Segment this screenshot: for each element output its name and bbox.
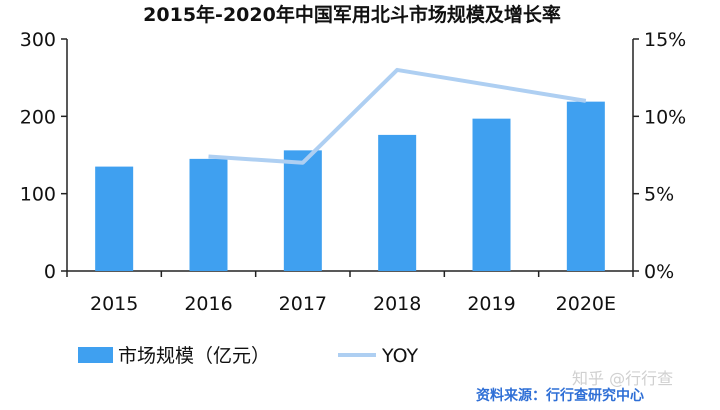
y2-tick-label: 5%	[644, 184, 674, 206]
x-tick-label: 2016	[184, 293, 232, 315]
x-tick-label: 2015	[90, 293, 138, 315]
chart-title: 2015年-2020年中国军用北斗市场规模及增长率	[143, 3, 561, 26]
legend-swatch-bar	[78, 347, 113, 363]
y2-tick-label: 0%	[644, 261, 674, 283]
y-tick-label: 200	[20, 106, 56, 128]
axes	[61, 38, 639, 277]
y-tick-label: 300	[20, 29, 56, 51]
legend-label-bar: 市场规模（亿元）	[118, 345, 270, 367]
y-tick-label: 100	[20, 184, 56, 206]
legend: 市场规模（亿元） YOY	[78, 345, 418, 367]
bar	[378, 134, 417, 271]
y2-tick-label: 15%	[644, 29, 686, 51]
x-tick-label: 2019	[467, 293, 515, 315]
x-tick-label: 2020E	[556, 293, 616, 315]
bar-series	[95, 101, 605, 271]
bar	[189, 158, 228, 271]
x-tick-label: 2017	[279, 293, 327, 315]
bar	[472, 118, 511, 271]
x-tick-label: 2018	[373, 293, 421, 315]
bar	[566, 101, 605, 271]
source-note: 资料来源：行行查研究中心	[476, 387, 644, 404]
y2-tick-label: 10%	[644, 106, 686, 128]
watermark: 知乎 @行行查	[572, 369, 673, 388]
tick-labels: 0 100 200 300 0% 5% 10% 15% 2015 2016 2017 2018 2019…	[20, 29, 687, 315]
legend-label-line: YOY	[381, 345, 418, 367]
line-path	[208, 67, 587, 165]
line-series	[208, 67, 587, 165]
bar	[283, 150, 322, 271]
y-tick-label: 0	[44, 261, 56, 283]
bar	[95, 166, 134, 271]
